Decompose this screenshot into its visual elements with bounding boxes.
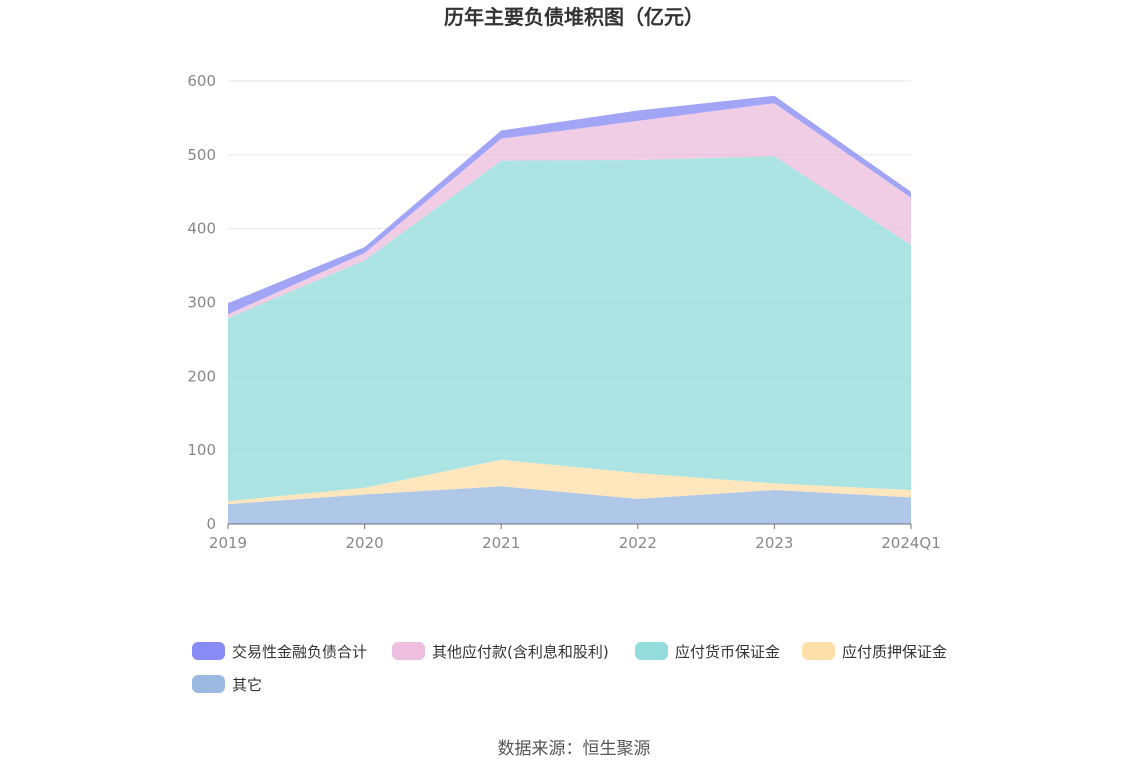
series-area	[228, 459, 911, 505]
series-area	[228, 486, 911, 524]
legend-label: 交易性金融负债合计	[232, 643, 367, 661]
y-tick-label: 300	[187, 294, 216, 312]
legend-label: 应付质押保证金	[842, 643, 947, 661]
y-tick-label: 600	[187, 72, 216, 90]
series-areas	[228, 95, 911, 524]
x-tick-label: 2021	[482, 534, 520, 552]
x-tick-label: 2020	[346, 534, 384, 552]
chart-title: 历年主要负债堆积图（亿元）	[444, 5, 704, 29]
axes: 0 100 200 300 400 500 600 2019 2020 2021 2022 2023 2…	[187, 72, 940, 552]
legend-swatch	[392, 642, 425, 660]
x-tick-label: 2024Q1	[881, 534, 941, 552]
series-area	[228, 156, 911, 502]
x-tick-label: 2022	[619, 534, 657, 552]
legend-swatch	[635, 642, 668, 660]
y-tick-label: 500	[187, 146, 216, 164]
legend-swatch	[192, 675, 225, 693]
series-area	[228, 103, 911, 318]
y-tick-label: 100	[187, 441, 216, 459]
data-source-note: 数据来源：恒生聚源	[498, 739, 651, 759]
y-tick-label: 200	[187, 367, 216, 385]
legend-swatch	[802, 642, 835, 660]
x-tick-label: 2019	[209, 534, 247, 552]
legend-label: 其它	[232, 676, 262, 694]
x-tick-label: 2023	[755, 534, 793, 552]
y-tick-label: 0	[206, 515, 216, 533]
legend-label: 其他应付款(含利息和股利)	[432, 643, 609, 661]
legend-swatch	[192, 642, 225, 660]
legend-label: 应付货币保证金	[675, 643, 780, 661]
y-tick-label: 400	[187, 220, 216, 238]
